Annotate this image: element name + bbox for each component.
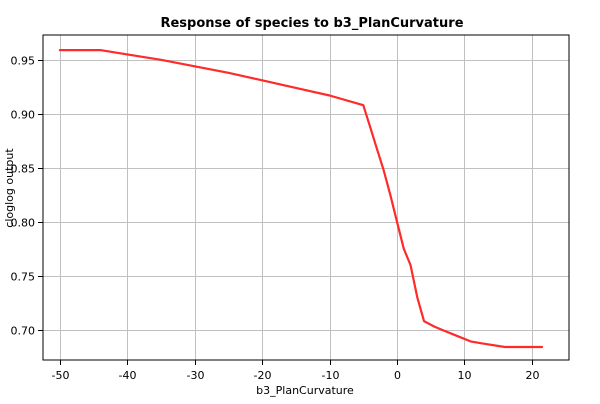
- x-tick-label: -50: [52, 369, 70, 382]
- grid: [43, 35, 569, 360]
- y-tick-label: 0.75: [11, 271, 36, 284]
- y-tick-label: 0.85: [11, 163, 36, 176]
- x-tick-label: 0: [394, 369, 401, 382]
- y-tick-label: 0.80: [11, 217, 36, 230]
- plot-frame: [42, 34, 570, 361]
- response-curve-line: [58, 48, 544, 349]
- series-layer: [58, 48, 544, 349]
- x-tick-label: -10: [322, 369, 340, 382]
- x-tick-label: -30: [187, 369, 205, 382]
- y-tick-label: 0.90: [11, 109, 36, 122]
- y-axis-label: cloglog output: [3, 148, 16, 228]
- x-tick-label: -20: [254, 369, 272, 382]
- chart-title: Response of species to b3_PlanCurvature: [160, 16, 463, 31]
- y-tick-label: 0.95: [11, 55, 36, 68]
- y-tick-label: 0.70: [11, 325, 36, 338]
- x-tick-label: 10: [458, 369, 472, 382]
- x-tick-label: 20: [526, 369, 540, 382]
- x-tick-label: -40: [119, 369, 137, 382]
- axis-ticks: -50 -40 -30 -20 -10 0 10 20 0.70 0.75 0.80 0.85 0.90…: [11, 55, 540, 383]
- x-axis-label: b3_PlanCurvature: [256, 384, 354, 397]
